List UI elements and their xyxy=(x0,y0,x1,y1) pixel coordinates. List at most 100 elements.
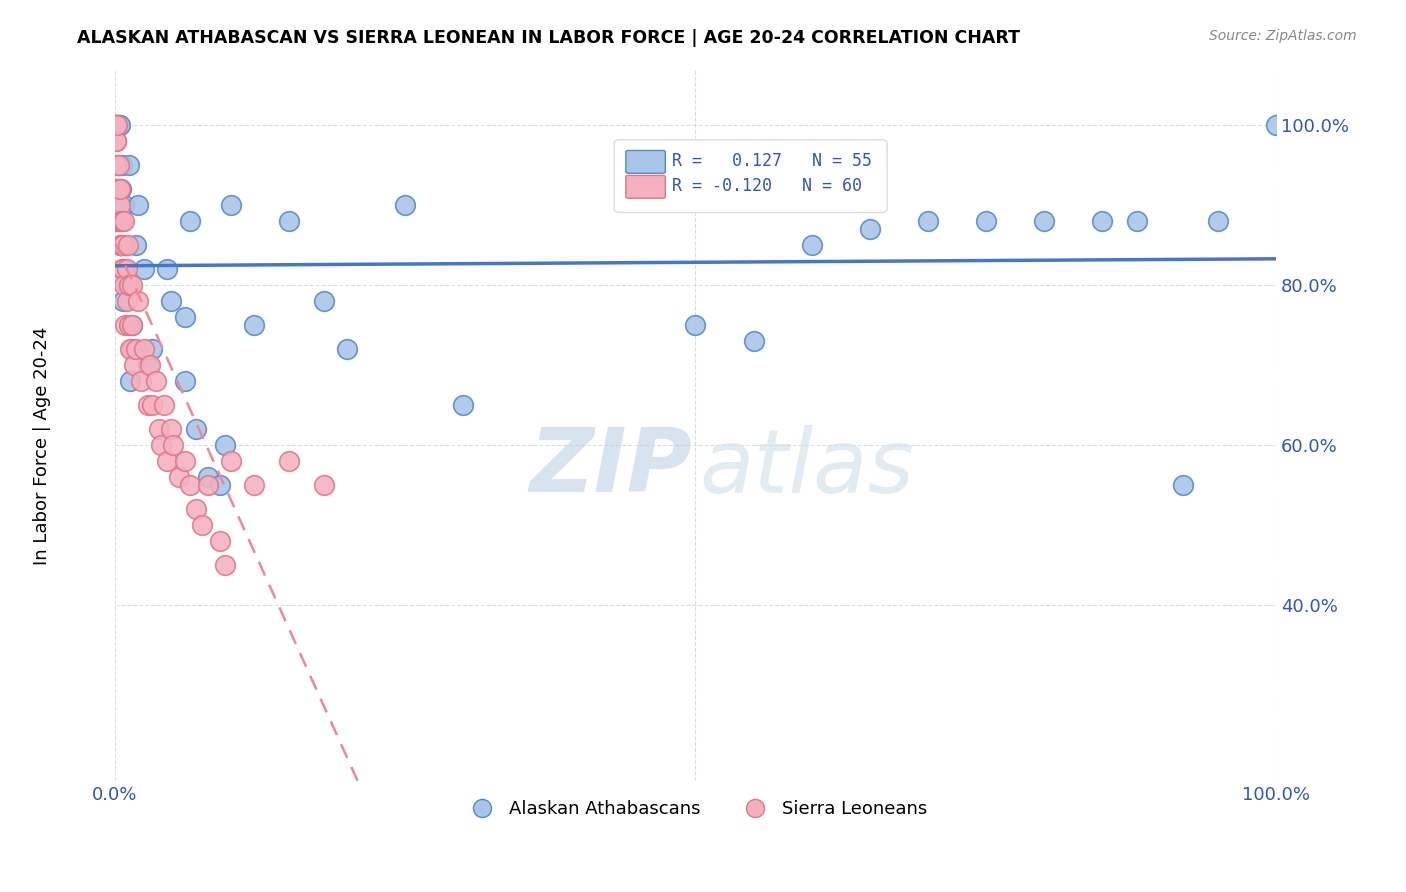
Point xyxy=(120,374,142,388)
Point xyxy=(179,477,201,491)
Point xyxy=(136,358,159,372)
FancyBboxPatch shape xyxy=(614,140,887,212)
Point xyxy=(453,398,475,412)
Point xyxy=(800,237,823,252)
Point xyxy=(208,477,231,491)
Text: Source: ZipAtlas.com: Source: ZipAtlas.com xyxy=(1209,29,1357,44)
Point xyxy=(110,213,132,227)
Point xyxy=(1171,477,1194,491)
Point xyxy=(1265,118,1288,132)
Point xyxy=(150,438,173,452)
Point xyxy=(208,533,231,548)
Text: ALASKAN ATHABASCAN VS SIERRA LEONEAN IN LABOR FORCE | AGE 20-24 CORRELATION CHAR: ALASKAN ATHABASCAN VS SIERRA LEONEAN IN … xyxy=(77,29,1021,47)
Point xyxy=(111,158,134,172)
Point xyxy=(219,197,242,211)
Point xyxy=(173,310,195,324)
Point xyxy=(156,454,179,468)
FancyBboxPatch shape xyxy=(626,176,665,198)
Point xyxy=(125,237,148,252)
Point xyxy=(312,477,335,491)
Point xyxy=(110,237,132,252)
Point xyxy=(118,318,141,332)
Point xyxy=(114,318,136,332)
Point xyxy=(136,398,159,412)
Point xyxy=(125,342,148,356)
Point xyxy=(219,454,242,468)
Point xyxy=(112,277,135,292)
Point xyxy=(105,134,128,148)
Point xyxy=(278,454,301,468)
Point xyxy=(167,470,190,484)
Point xyxy=(132,261,155,276)
Point xyxy=(191,517,214,532)
Point xyxy=(112,261,135,276)
Point xyxy=(104,118,127,132)
Point xyxy=(107,158,129,172)
Point xyxy=(1091,213,1114,227)
Point xyxy=(104,118,127,132)
Point xyxy=(110,237,132,252)
Point xyxy=(107,118,129,132)
Point xyxy=(117,237,139,252)
Point xyxy=(108,213,131,227)
Point xyxy=(156,261,179,276)
Point xyxy=(104,134,127,148)
Point xyxy=(105,158,128,172)
Point xyxy=(214,558,236,572)
Point xyxy=(112,237,135,252)
Point xyxy=(108,197,131,211)
Point xyxy=(197,470,219,484)
Point xyxy=(626,158,648,172)
Point xyxy=(214,438,236,452)
FancyBboxPatch shape xyxy=(626,151,665,173)
Point xyxy=(312,293,335,308)
Point xyxy=(159,293,181,308)
Point xyxy=(1206,213,1229,227)
Point xyxy=(122,358,145,372)
Point xyxy=(111,213,134,227)
Point xyxy=(394,197,416,211)
Point xyxy=(141,342,163,356)
Point xyxy=(132,342,155,356)
Point xyxy=(162,438,184,452)
Point xyxy=(127,197,149,211)
Point xyxy=(105,118,128,132)
Point xyxy=(112,261,135,276)
Point xyxy=(105,181,128,195)
Point xyxy=(121,342,143,356)
Point xyxy=(179,213,201,227)
Point xyxy=(1032,213,1054,227)
Point xyxy=(114,237,136,252)
Point xyxy=(115,293,138,308)
Point xyxy=(107,213,129,227)
Point xyxy=(118,277,141,292)
Point xyxy=(127,293,149,308)
Point xyxy=(336,342,359,356)
Point xyxy=(173,374,195,388)
Point xyxy=(108,118,131,132)
Point xyxy=(742,334,765,348)
Point xyxy=(685,318,707,332)
Point xyxy=(110,181,132,195)
Point xyxy=(917,213,939,227)
Text: In Labor Force | Age 20-24: In Labor Force | Age 20-24 xyxy=(34,326,51,566)
Point xyxy=(105,213,128,227)
Point xyxy=(107,158,129,172)
Point xyxy=(107,118,129,132)
Legend: Alaskan Athabascans, Sierra Leoneans: Alaskan Athabascans, Sierra Leoneans xyxy=(457,793,934,825)
Point xyxy=(105,118,128,132)
Point xyxy=(121,277,143,292)
Point xyxy=(1125,213,1147,227)
Point xyxy=(278,213,301,227)
Point xyxy=(115,261,138,276)
Point xyxy=(974,213,997,227)
Point xyxy=(112,293,135,308)
Point xyxy=(115,277,138,292)
Point xyxy=(197,477,219,491)
Point xyxy=(120,342,142,356)
Point xyxy=(152,398,174,412)
Point xyxy=(243,477,266,491)
Point xyxy=(108,237,131,252)
Point xyxy=(121,318,143,332)
Text: ZIP: ZIP xyxy=(529,424,692,511)
